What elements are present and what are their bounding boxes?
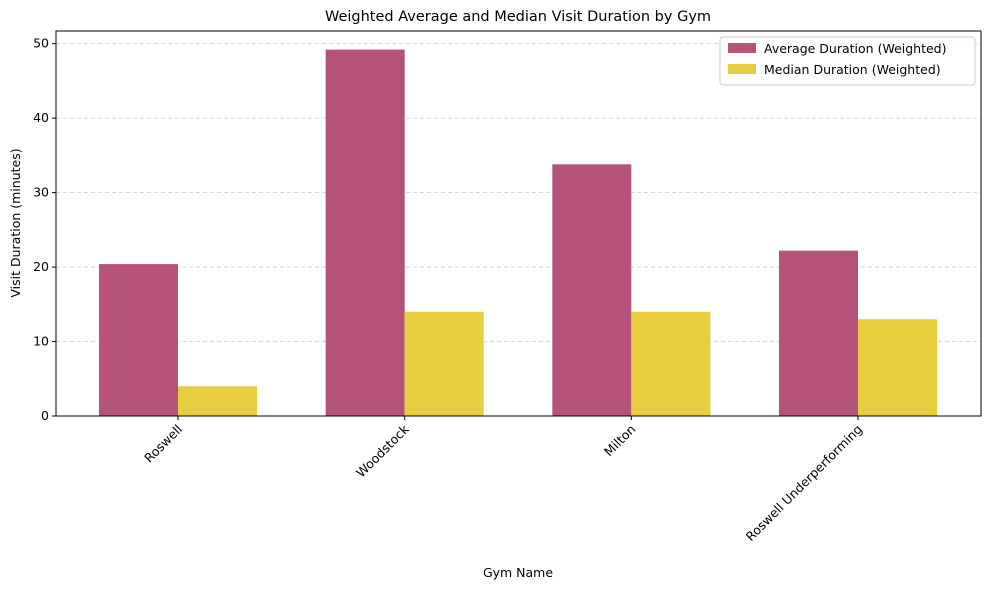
y-tick-label: 0 xyxy=(41,408,49,423)
legend-label: Median Duration (Weighted) xyxy=(764,62,941,77)
bar xyxy=(178,386,257,416)
x-axis-label: Gym Name xyxy=(483,565,553,580)
x-tick-label: Roswell Underperforming xyxy=(743,422,865,544)
y-axis-label: Visit Duration (minutes) xyxy=(8,148,23,297)
bar xyxy=(325,49,405,417)
plot-frame xyxy=(55,30,982,417)
bars xyxy=(99,49,937,417)
y-axis-ticks: 0 10 20 30 40 50 xyxy=(33,36,56,423)
bar xyxy=(858,319,937,416)
bar xyxy=(631,311,711,416)
x-tick-label: Roswell xyxy=(141,422,185,466)
y-tick-label: 30 xyxy=(33,185,49,200)
legend-swatch xyxy=(728,43,756,53)
x-tick-label: Milton xyxy=(601,422,639,460)
legend-label: Average Duration (Weighted) xyxy=(764,41,947,56)
bar xyxy=(552,164,632,416)
legend: Average Duration (Weighted) Median Durati… xyxy=(719,36,976,86)
bar xyxy=(99,264,178,416)
y-tick-label: 50 xyxy=(33,36,49,51)
legend-swatch xyxy=(728,64,756,74)
x-tick-label: Woodstock xyxy=(353,421,412,480)
y-tick-label: 10 xyxy=(33,334,49,349)
bar xyxy=(404,311,484,416)
y-tick-label: 20 xyxy=(33,259,49,274)
chart-title: Weighted Average and Median Visit Durati… xyxy=(325,9,711,25)
legend-box xyxy=(719,36,976,86)
x-axis-ticks: Roswell Woodstock Milton Roswell Underperfo… xyxy=(141,416,865,544)
bar xyxy=(779,250,858,416)
y-tick-label: 40 xyxy=(33,110,49,125)
